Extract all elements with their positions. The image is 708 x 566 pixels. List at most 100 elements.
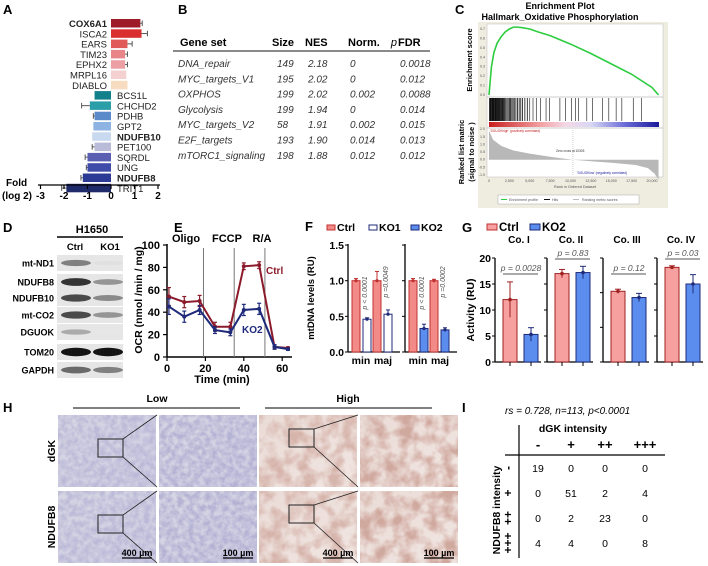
table-cell: 0 — [350, 74, 356, 85]
blot-row-label: DGUOK — [21, 328, 55, 338]
protein-band — [93, 279, 123, 285]
injection-label: Oligo — [172, 233, 200, 245]
x-tick-label: 0 — [108, 191, 114, 202]
bar-pdhb — [94, 111, 111, 121]
legend-box — [497, 194, 640, 205]
p-value-label: p < 0.0001 — [362, 276, 369, 310]
data-point — [182, 300, 187, 305]
complex-subplot-1: Co. I p = 0.0028 — [492, 235, 541, 366]
gene-label: CHCHD2 — [117, 101, 157, 112]
cell-line-label: H1650 — [76, 224, 108, 236]
bar-ko2-min — [419, 327, 429, 353]
bar-ndufb8 — [82, 173, 111, 182]
data-point — [213, 328, 217, 333]
table-row: Glycolysis 199 1.94 0 0.014 — [178, 105, 425, 116]
table-row: DNA_repair 149 2.18 0 0.0018 — [178, 59, 431, 70]
p-value-label: p = 0.12 — [613, 263, 645, 273]
bar-ko2 — [631, 297, 647, 363]
bar-mrpl16 — [111, 70, 127, 79]
gene-label: TIM23 — [80, 50, 107, 61]
protein-band — [61, 329, 91, 335]
count-cell: 0 — [535, 488, 541, 500]
correlation-stats: rs = 0.728, n=113, p<0.0001 — [505, 406, 630, 417]
y-tick-label: 20 — [148, 330, 160, 342]
x-tick-label: -1 — [83, 191, 92, 202]
y-tick-label: 1.5 — [329, 240, 344, 252]
zoom-connector — [313, 414, 359, 430]
table-cell: DNA_repair — [178, 59, 231, 70]
positive-annotation: 'DGUOKhigh' (positively correlated) — [490, 129, 540, 133]
x-tick-label: 0 — [488, 179, 490, 183]
histology-image-high-zoom-dgk — [360, 415, 458, 487]
x-axis-label: Rank in Ordered Dataset — [554, 185, 597, 189]
ranking-metric-area — [489, 130, 659, 180]
table-cell: E2F_targets — [178, 136, 232, 147]
bar-diablo — [111, 80, 128, 90]
protein-band — [61, 259, 91, 267]
panel-label-e: E — [174, 220, 183, 235]
table-cell: 2.02 — [307, 74, 328, 85]
data-point — [166, 304, 171, 309]
column-header: FDR — [398, 37, 421, 49]
bar-gpt2 — [93, 122, 111, 131]
column-header: NES — [305, 37, 328, 49]
rank-color-bar — [489, 122, 659, 127]
table-cell: 195 — [277, 74, 294, 85]
column-header: Size — [272, 37, 294, 49]
x-category-label: maj — [374, 355, 392, 367]
table-cell: MYC_targets_V2 — [178, 120, 255, 131]
y-tick-label: 0 — [154, 352, 160, 364]
gene-label: DIABLO — [72, 81, 107, 92]
tissue-texture — [159, 491, 257, 563]
table-cell: Glycolysis — [178, 105, 223, 116]
gene-label: SQRDL — [117, 153, 150, 164]
table-cell: 0.0018 — [400, 59, 431, 70]
y-tick-label: 10 — [479, 305, 491, 317]
gene-label: PET100 — [117, 143, 151, 154]
count-cell: 8 — [642, 538, 648, 550]
data-point — [228, 330, 233, 335]
y-tick-label: 0.7 — [480, 27, 485, 31]
bar-ko1-min — [362, 318, 372, 353]
blot-row-label: GAPDH — [21, 366, 54, 376]
table-cell: 0.012 — [400, 74, 425, 85]
protein-band — [93, 366, 123, 374]
x-tick-label: 40 — [238, 363, 250, 375]
group-label-high: High — [336, 393, 359, 405]
blot-row-label: TOM20 — [24, 348, 54, 358]
table-row: 4 4 0 8 — [535, 538, 648, 550]
bar-ko2 — [575, 272, 591, 363]
tissue-texture — [259, 415, 357, 487]
scale-bar-label: 100 µm — [424, 548, 455, 558]
histology-image-high-zoom-ndufb8 — [360, 491, 458, 563]
row-level: + — [501, 489, 515, 496]
legend-label: Enrichment profile — [509, 198, 538, 202]
bar-ctrl — [664, 266, 680, 363]
bar-cox6a1 — [111, 19, 141, 28]
negative-annotation: 'DGUOKlow' (negatively correlated) — [577, 171, 627, 175]
x-tick-label: 17,500 — [626, 179, 637, 183]
panel-label-c: C — [455, 2, 465, 17]
data-point — [616, 289, 620, 294]
column-title: dGK intensity — [539, 423, 607, 435]
row-title: NDUFB8 intensity — [491, 466, 503, 555]
bar-ung — [87, 163, 111, 172]
zero-cross-annotation: Zero cross at 10305 — [556, 149, 585, 153]
y-tick-label: 20 — [479, 253, 491, 265]
y-tick-label: 0.0 — [480, 93, 485, 97]
x-category-label: min — [352, 355, 371, 367]
table-row: MYC_targets_V2 58 1.91 0.002 0.015 — [178, 120, 425, 131]
complex-subplot-4: Co. IV p = 0.03 — [654, 235, 703, 366]
y-axis-label: mtDNA levels (RU) — [306, 256, 317, 340]
table-row: MYC_targets_V1 195 2.02 0 0.012 — [178, 74, 425, 85]
row-level: +++ — [501, 532, 515, 553]
x-tick-label: 12,500 — [585, 179, 596, 183]
legend-swatch-ctrl — [326, 224, 336, 231]
bar-ndufb10 — [92, 132, 111, 141]
zoom-connector — [122, 414, 158, 440]
subplot-title: Co. I — [508, 235, 530, 246]
count-cell: 0 — [602, 463, 608, 475]
scale-bar: 100 µm — [223, 548, 253, 559]
